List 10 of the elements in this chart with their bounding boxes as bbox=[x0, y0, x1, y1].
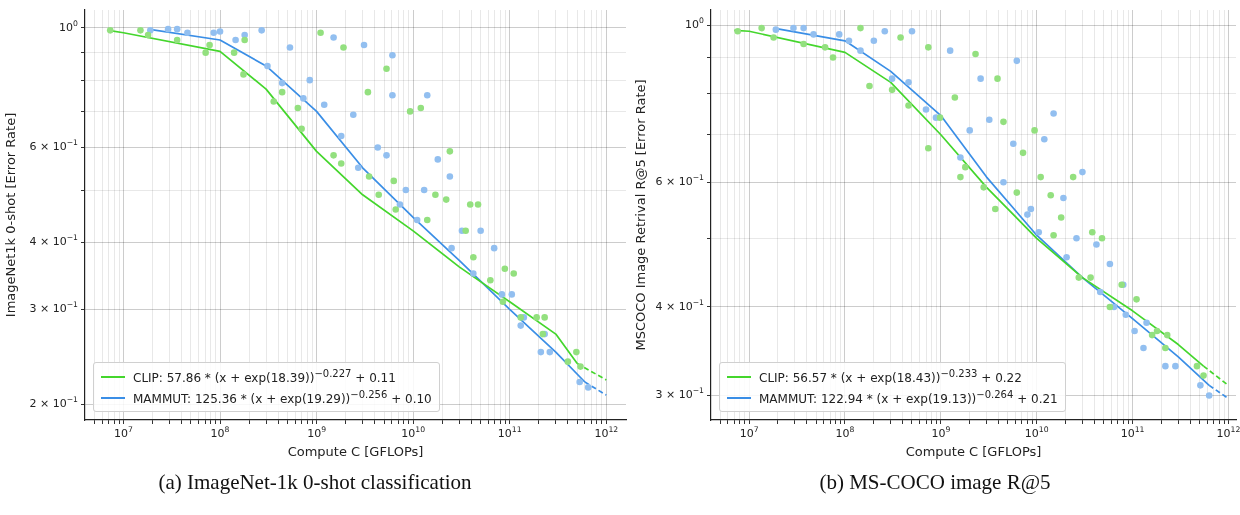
legend-label: MAMMUT: 122.94 * (x + exp(19.13))$^{−0.264}$ + 0.21 bbox=[759, 389, 1058, 406]
legend-label: MAMMUT: 125.36 * (x + exp(19.29))$^{−0.256}$ + 0.10 bbox=[133, 389, 432, 406]
x-axis-title: Compute C [GFLOPs] bbox=[287, 444, 424, 460]
y-axis-title: ImageNet1k 0-shot [Error Rate] bbox=[3, 112, 19, 318]
legend-label: CLIP: 56.57 * (x + exp(18.43))$^{−0.233}$ + 0.22 bbox=[759, 368, 1022, 385]
y-axis-title: MSCOCO Image Retrival R@5 [Error Rate] bbox=[633, 79, 649, 351]
x-axis-title: Compute C [GFLOPs] bbox=[905, 444, 1042, 460]
text: (b) MS-COCO image R@5 bbox=[818, 470, 1052, 495]
text: (a) ImageNet-1k 0-shot classification bbox=[157, 470, 473, 495]
legend-label: CLIP: 57.86 * (x + exp(18.39))$^{−0.227}$ + 0.11 bbox=[133, 368, 396, 385]
